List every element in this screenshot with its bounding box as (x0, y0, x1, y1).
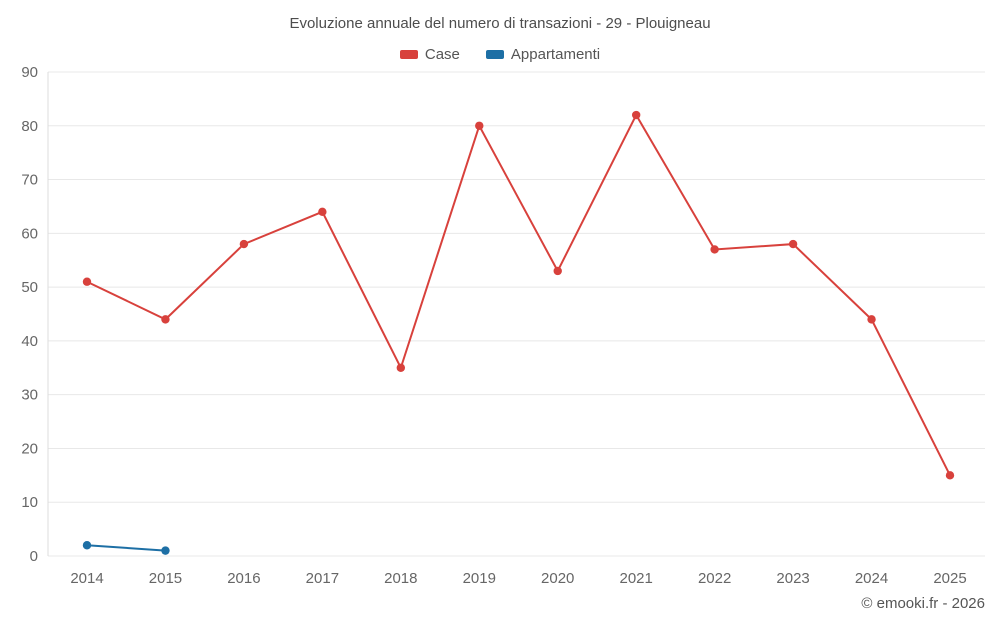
y-tick-label: 80 (21, 118, 38, 135)
x-tick-label: 2018 (384, 570, 417, 587)
x-tick-label: 2021 (619, 570, 652, 587)
data-point-case[interactable] (475, 121, 484, 130)
y-tick-label: 40 (21, 333, 38, 350)
y-tick-label: 20 (21, 440, 38, 457)
legend-item-case[interactable]: Case (399, 46, 460, 63)
chart-legend: Case Appartamenti (0, 46, 1000, 63)
x-tick-label: 2025 (933, 570, 966, 587)
data-point-case[interactable] (710, 245, 719, 254)
data-point-appartamenti[interactable] (82, 541, 92, 550)
x-tick-label: 2022 (698, 570, 731, 587)
y-tick-label: 50 (21, 279, 38, 296)
appartamenti-series-swatch-icon (485, 50, 504, 59)
data-point-case[interactable] (631, 110, 641, 120)
x-tick-label: 2020 (541, 570, 574, 587)
y-tick-label: 30 (21, 387, 38, 404)
series-line-appartamenti (86, 544, 166, 552)
x-tick-label: 2017 (306, 570, 339, 587)
data-point-case[interactable] (161, 315, 170, 324)
data-point-case[interactable] (396, 363, 406, 372)
data-point-case[interactable] (318, 207, 327, 217)
data-point-appartamenti[interactable] (161, 546, 170, 555)
legend-label-case: Case (424, 46, 460, 63)
legend-label-appartamenti: Appartamenti (510, 46, 601, 63)
data-point-case[interactable] (867, 315, 876, 324)
copyright-text: © emooki.fr - 2026 (861, 595, 985, 612)
y-tick-label: 60 (21, 225, 38, 242)
y-tick-label: 0 (30, 548, 38, 565)
data-point-case[interactable] (239, 239, 249, 249)
x-tick-label: 2024 (855, 570, 888, 587)
x-tick-label: 2019 (463, 570, 496, 587)
x-tick-label: 2015 (149, 570, 182, 587)
chart-title: Evoluzione annuale del numero di transaz… (289, 15, 711, 32)
x-tick-label: 2023 (776, 570, 809, 587)
case-series-swatch-icon (399, 50, 418, 59)
y-tick-label: 70 (21, 172, 38, 189)
data-point-case[interactable] (82, 277, 92, 286)
y-tick-label: 90 (21, 64, 38, 81)
y-tick-label: 10 (21, 494, 38, 511)
legend-item-appartamenti[interactable]: Appartamenti (485, 46, 601, 63)
x-tick-label: 2016 (227, 570, 260, 587)
data-point-case[interactable] (788, 239, 798, 249)
x-tick-label: 2014 (70, 570, 103, 587)
series-line-case (86, 112, 951, 476)
data-point-case[interactable] (553, 266, 562, 276)
data-point-case[interactable] (945, 471, 955, 480)
